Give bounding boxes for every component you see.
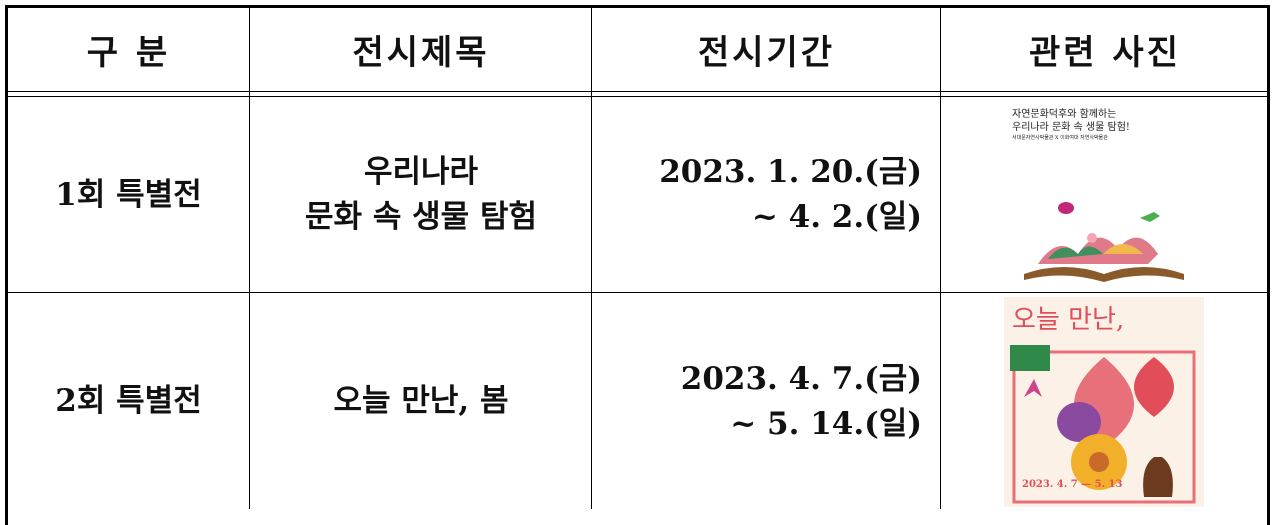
poster-title: 오늘 만난, <box>1012 299 1124 336</box>
text: 1회 특별전 <box>55 173 201 218</box>
text: 우리나라 <box>364 150 478 195</box>
column-line <box>940 5 941 509</box>
header-cell: 전시제목 <box>251 8 591 91</box>
cell: 우리나라 문화 속 생물 탐험 <box>251 98 591 292</box>
text: 2023. 1. 20.(금) <box>659 150 922 195</box>
text: 2023. 4. 7.(금) <box>681 357 922 402</box>
text: 문화 속 생물 탐험 <box>305 195 537 240</box>
text: 오늘 만난, 봄 <box>334 379 509 424</box>
poster-art <box>1008 104 1200 290</box>
cell: 오늘 만난, 봄 <box>251 294 591 509</box>
poster: 자연문화덕후와 함께하는 우리나라 문화 속 생물 탐험! 서대문자연사박물관 … <box>1008 104 1200 290</box>
column-line <box>591 5 592 509</box>
header-line <box>5 91 1270 92</box>
poster-date: 2023. 4. 7 — 5. 13 <box>1022 479 1122 490</box>
page: 구 분 전시제목 전시기간 관련 사진 1회 특별전 우리나라 문화 속 생물 … <box>0 0 1276 509</box>
cell: 2023. 4. 7.(금) ~ 5. 14.(일) <box>593 294 940 509</box>
header-cell: 전시기간 <box>593 8 940 91</box>
cell: 1회 특별전 <box>8 98 249 292</box>
column-line <box>249 5 250 509</box>
row-line <box>5 292 1270 293</box>
poster: 오늘 만난, 2023. 4. 7 — 5. 13 <box>1004 297 1204 507</box>
header-cell: 구 분 <box>8 8 249 91</box>
text: 2회 특별전 <box>55 379 201 424</box>
text: ~ 4. 2.(일) <box>752 195 922 240</box>
cell: 2023. 1. 20.(금) ~ 4. 2.(일) <box>593 98 940 292</box>
header-cell: 관련 사진 <box>942 8 1268 91</box>
text: ~ 5. 14.(일) <box>730 402 922 447</box>
header-line <box>5 96 1270 97</box>
cell: 2회 특별전 <box>8 294 249 509</box>
